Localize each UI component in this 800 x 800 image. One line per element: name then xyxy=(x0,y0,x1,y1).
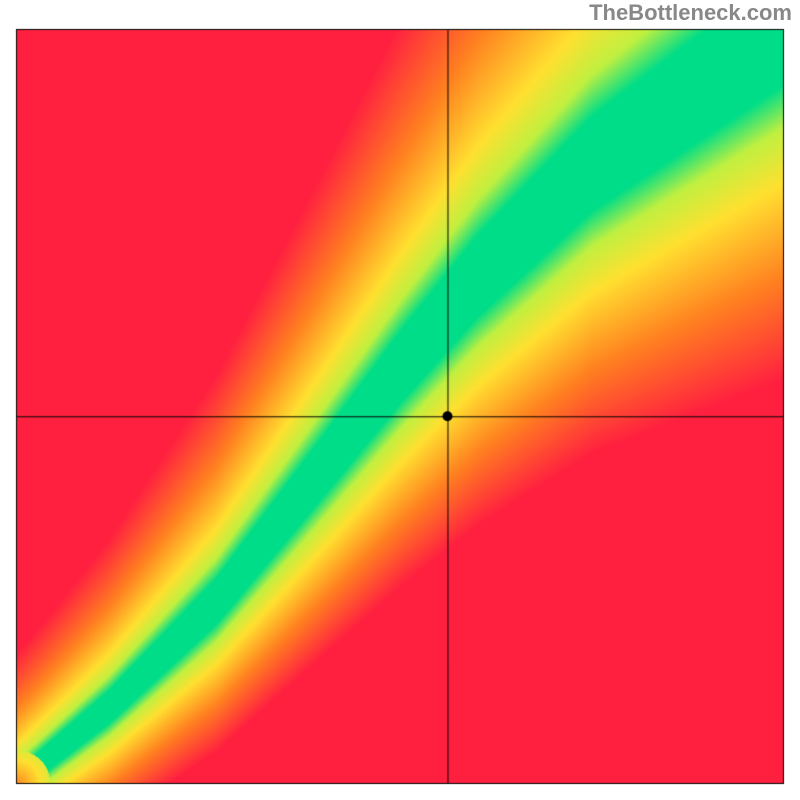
watermark-text: TheBottleneck.com xyxy=(589,0,792,26)
heatmap-canvas xyxy=(0,0,800,800)
chart-container: TheBottleneck.com xyxy=(0,0,800,800)
